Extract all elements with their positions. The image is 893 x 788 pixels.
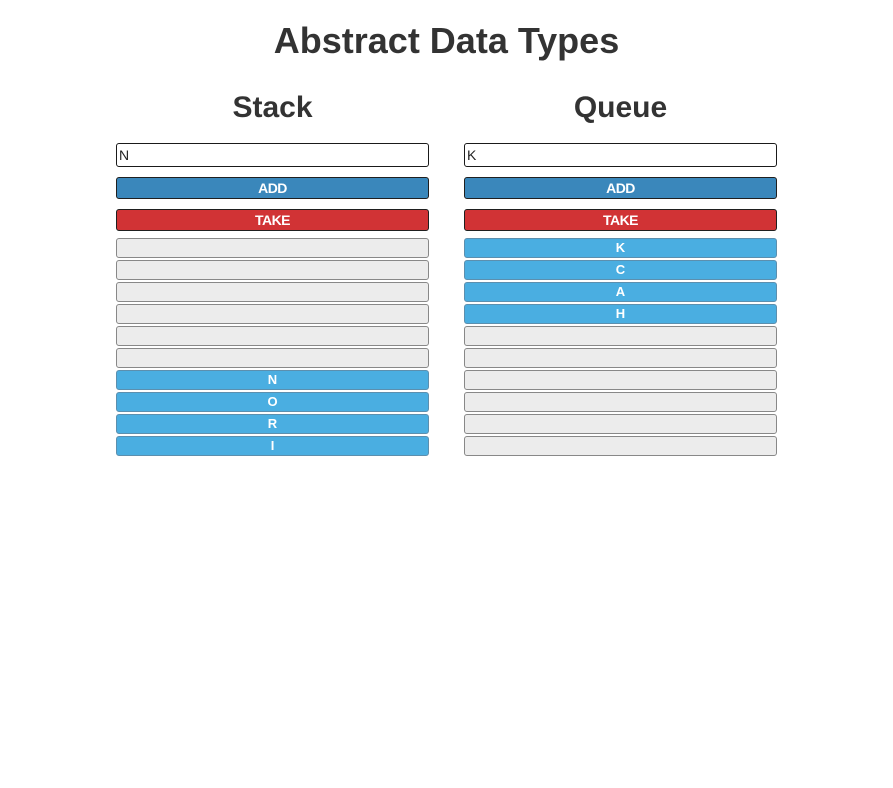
- queue-slot: [464, 348, 777, 368]
- queue-slot: A: [464, 282, 777, 302]
- stack-slot: O: [116, 392, 429, 412]
- queue-slot: C: [464, 260, 777, 280]
- stack-take-button[interactable]: TAKE: [116, 209, 429, 231]
- stack-title: Stack: [232, 91, 313, 124]
- queue-panel: Queue ADD TAKE K C A H: [464, 88, 777, 458]
- stack-slot: [116, 304, 429, 324]
- queue-take-button[interactable]: TAKE: [464, 209, 777, 231]
- queue-slot: [464, 392, 777, 412]
- queue-slot: K: [464, 238, 777, 258]
- stack-slot: [116, 238, 429, 258]
- queue-slots: K C A H: [464, 238, 777, 456]
- stack-slots: N O R I: [116, 238, 429, 456]
- stack-add-button[interactable]: ADD: [116, 177, 429, 199]
- stack-slot: R: [116, 414, 429, 434]
- stack-slot: [116, 282, 429, 302]
- stack-slot: I: [116, 436, 429, 456]
- stack-panel: Stack ADD TAKE N O R I: [116, 88, 429, 458]
- queue-title: Queue: [573, 91, 668, 124]
- page-title: Abstract Data Types: [273, 20, 620, 61]
- stack-slot: N: [116, 370, 429, 390]
- queue-slot: [464, 414, 777, 434]
- queue-slot: H: [464, 304, 777, 324]
- queue-slot: [464, 436, 777, 456]
- stack-slot: [116, 348, 429, 368]
- stack-slot: [116, 260, 429, 280]
- queue-slot: [464, 370, 777, 390]
- stack-input[interactable]: [116, 143, 429, 167]
- queue-add-button[interactable]: ADD: [464, 177, 777, 199]
- queue-input[interactable]: [464, 143, 777, 167]
- queue-slot: [464, 326, 777, 346]
- stack-slot: [116, 326, 429, 346]
